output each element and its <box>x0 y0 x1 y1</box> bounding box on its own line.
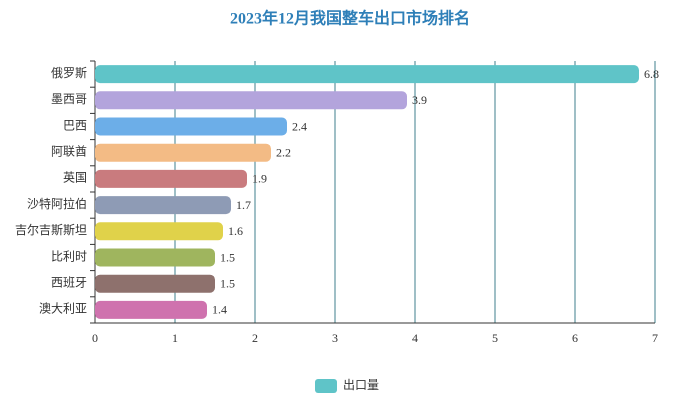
y-tick-label: 澳大利亚 <box>39 302 87 316</box>
bar <box>95 274 215 293</box>
x-tick-label: 0 <box>92 331 98 345</box>
y-tick-label: 英国 <box>63 171 87 185</box>
y-tick-label: 墨西哥 <box>51 92 87 106</box>
legend-label: 出口量 <box>343 378 379 392</box>
data-label: 1.9 <box>252 172 267 186</box>
legend-swatch <box>315 379 337 393</box>
x-tick-label: 3 <box>332 331 338 345</box>
data-label: 1.6 <box>228 224 243 238</box>
y-tick-label: 巴西 <box>63 118 87 132</box>
bar <box>95 169 247 188</box>
y-tick-label: 比利时 <box>51 249 87 263</box>
bar <box>95 300 207 319</box>
x-tick-label: 7 <box>652 331 658 345</box>
bar <box>95 117 287 136</box>
data-label: 6.8 <box>644 67 659 81</box>
data-label: 1.5 <box>220 250 235 264</box>
bar <box>95 65 639 84</box>
x-tick-label: 6 <box>572 331 578 345</box>
y-tick-label: 沙特阿拉伯 <box>27 196 87 211</box>
bar <box>95 143 271 162</box>
y-tick-label: 吉尔吉斯斯坦 <box>15 222 87 237</box>
bar <box>95 196 231 215</box>
chart-title: 2023年12月我国整车出口市场排名 <box>230 9 470 28</box>
x-tick-label: 5 <box>492 331 498 345</box>
data-label: 1.7 <box>236 198 251 212</box>
x-tick-label: 1 <box>172 331 178 345</box>
bar <box>95 91 407 110</box>
bar <box>95 222 223 241</box>
data-label: 2.2 <box>276 145 291 159</box>
y-tick-label: 西班牙 <box>51 275 87 289</box>
data-label: 2.4 <box>292 119 307 133</box>
x-tick-label: 4 <box>412 331 418 345</box>
data-label: 3.9 <box>412 93 427 107</box>
y-tick-label: 俄罗斯 <box>51 66 87 80</box>
data-label: 1.5 <box>220 276 235 290</box>
x-tick-label: 2 <box>252 331 258 345</box>
bar <box>95 248 215 267</box>
data-label: 1.4 <box>212 303 227 317</box>
y-tick-label: 阿联酋 <box>51 143 87 158</box>
